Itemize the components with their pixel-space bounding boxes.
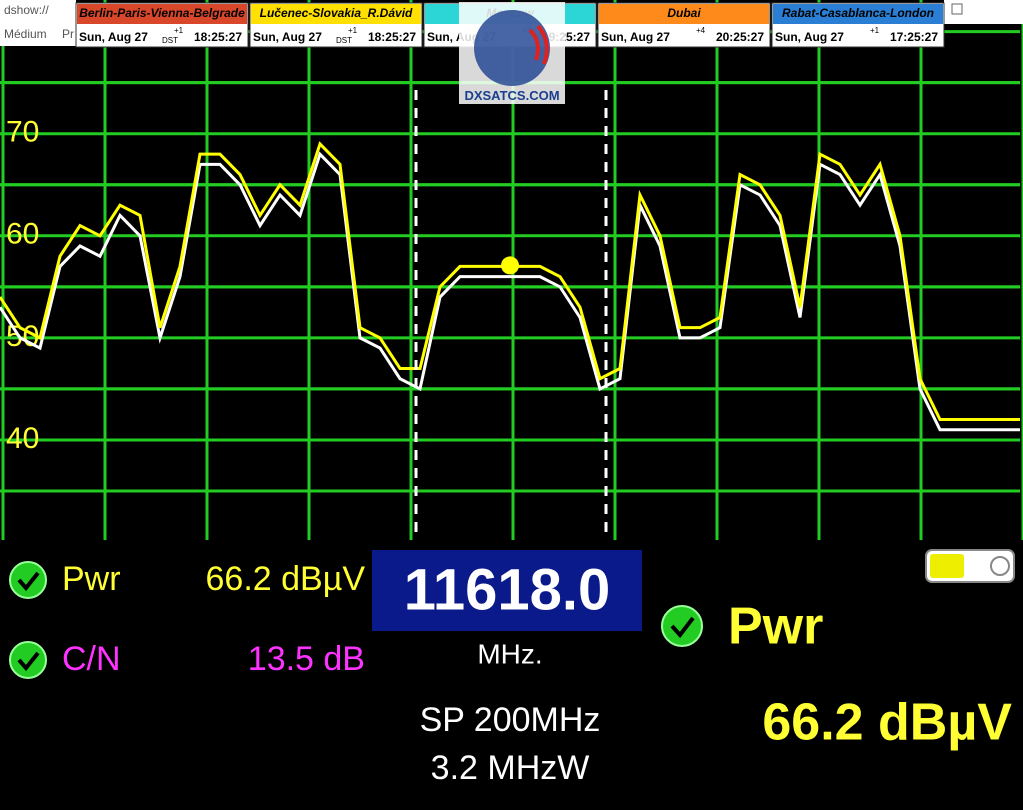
check-icon <box>661 605 703 647</box>
clock-offset: +1 <box>870 26 880 35</box>
clock-offset: +1 <box>174 26 184 35</box>
marker <box>501 256 519 275</box>
clock-header <box>77 4 247 24</box>
check-mark <box>17 571 40 592</box>
logo: DXSATCS.COM <box>459 2 565 104</box>
check-icon <box>9 561 47 599</box>
clock-dst: DST <box>162 36 178 45</box>
clock-date: Sun, Aug 27 <box>79 30 148 44</box>
clock-time: 17:25:27 <box>890 30 938 44</box>
frequency-unit: MHz. <box>477 638 542 669</box>
clock-date: Sun, Aug 27 <box>253 30 322 44</box>
y-tick-label: 70 <box>6 116 39 149</box>
pwr-label: Pwr <box>62 560 121 598</box>
clock-time: 18:25:27 <box>194 30 242 44</box>
clock-header <box>251 4 421 24</box>
frequency-box <box>372 550 642 631</box>
clock-time: 20:25:27 <box>716 30 764 44</box>
y-tick-label: 60 <box>6 218 39 251</box>
trace <box>0 151 1020 432</box>
logo-waves <box>528 24 549 65</box>
clock-offset: +1 <box>348 26 358 35</box>
cn-label: C/N <box>62 640 121 678</box>
battery-cap <box>990 556 1010 576</box>
logo-text: DXSATCS.COM <box>464 88 559 103</box>
clock-header <box>599 4 769 24</box>
clock-city: Rabat-Casablanca-London <box>782 6 934 20</box>
clock-header <box>773 4 943 24</box>
menu-item[interactable]: Médium <box>4 27 47 41</box>
clock-city: Lučenec-Slovakia_R.Dávid <box>260 6 413 20</box>
menu-item[interactable]: Pr <box>62 27 74 41</box>
y-tick-label: 40 <box>6 422 39 455</box>
maximize-button[interactable] <box>951 3 963 15</box>
clock-date: Sun, Aug 27 <box>601 30 670 44</box>
rbw: 3.2 MHzW <box>431 749 590 787</box>
frequency: 11618.0 <box>404 557 610 622</box>
clock-city: Dubai <box>667 6 701 20</box>
check-mark <box>670 616 695 639</box>
check-icon <box>9 641 47 679</box>
check-mark <box>17 651 40 672</box>
big-pwr-value: 66.2 dBµV <box>762 694 1012 752</box>
clock-city: Berlin-Paris-Vienna-Belgrade <box>79 6 245 20</box>
clock-offset: +4 <box>696 26 706 35</box>
span: SP 200MHz <box>420 701 601 739</box>
clock-dst: DST <box>336 36 352 45</box>
window-title: dshow:// <box>4 3 49 17</box>
pwr-value: 66.2 dBµV <box>206 560 366 598</box>
window-bar <box>0 0 76 46</box>
cn-value: 13.5 dB <box>248 640 365 678</box>
big-pwr-label: Pwr <box>728 598 823 656</box>
clock-date: Sun, Aug 27 <box>775 30 844 44</box>
battery-level <box>930 554 964 578</box>
clock-time: 18:25:27 <box>368 30 416 44</box>
